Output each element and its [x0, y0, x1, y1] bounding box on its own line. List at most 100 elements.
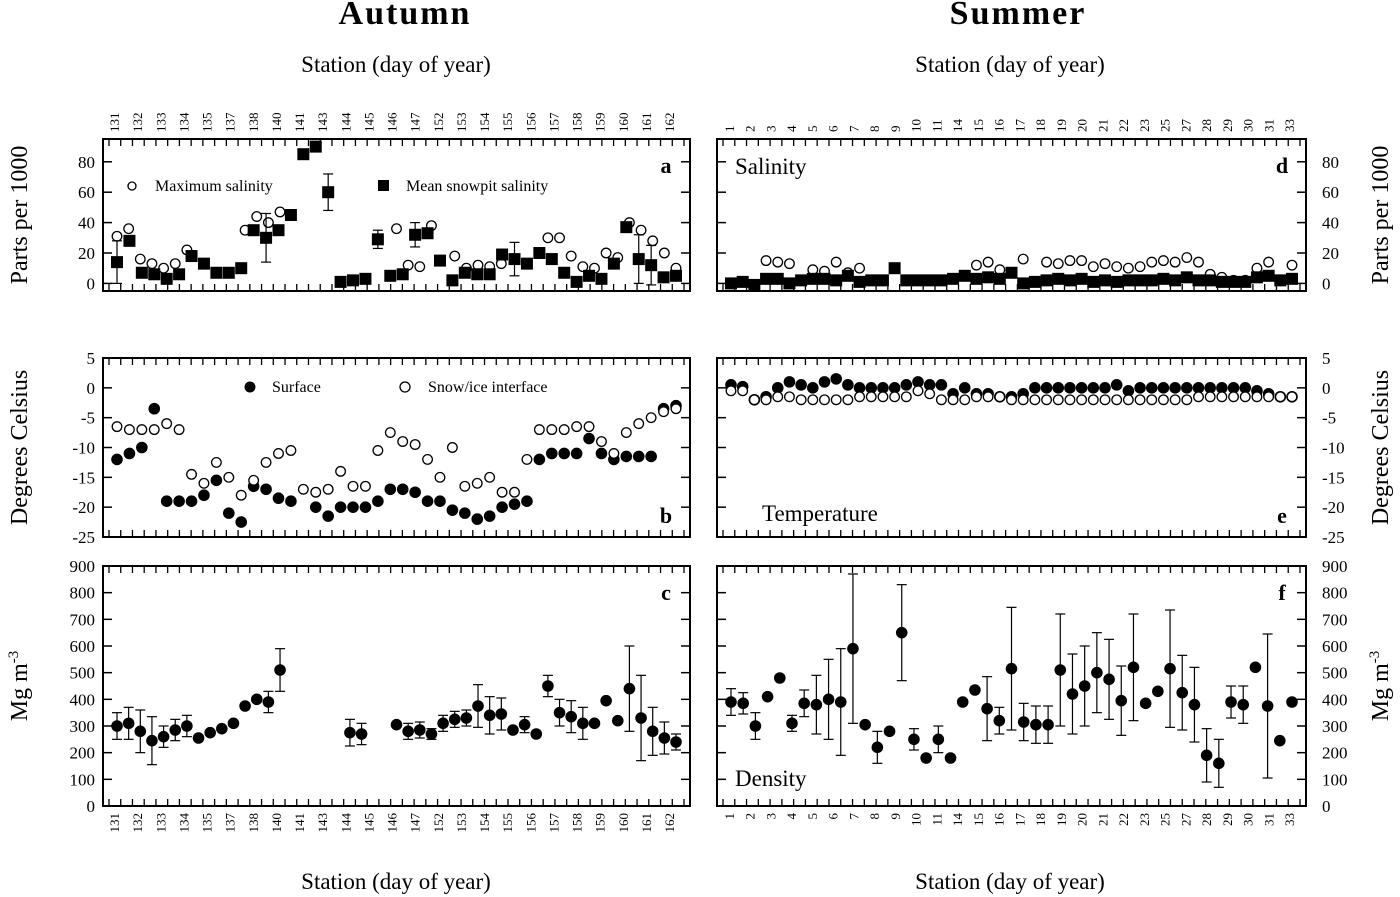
- filled-point-f: [1164, 662, 1176, 675]
- square-point-a: [583, 269, 596, 282]
- filled-point-b: [533, 453, 546, 466]
- open-point-b: [111, 421, 123, 433]
- station-label-bottom-autumn: 152: [431, 813, 446, 833]
- station-label-top-summer: 27: [1178, 119, 1193, 133]
- square-point-a: [123, 234, 136, 247]
- summer-top-station-label: Station (day of year): [915, 52, 1105, 77]
- filled-point-e: [1204, 382, 1216, 394]
- filled-point-b: [508, 498, 521, 510]
- legend-label-surface: Surface: [272, 379, 321, 396]
- filled-point-e: [818, 376, 831, 388]
- open-point-e: [737, 385, 749, 397]
- legend-label-max-salinity: Maximum salinity: [155, 178, 273, 195]
- filled-point-f: [981, 702, 993, 715]
- station-label-bottom-autumn: 160: [616, 813, 631, 833]
- open-point-e: [1204, 391, 1216, 403]
- y-tick-label-f: 600: [1322, 637, 1348, 656]
- station-label-bottom-autumn: 161: [639, 813, 654, 833]
- station-label-bottom-autumn: 144: [338, 813, 353, 833]
- station-label-bottom-summer: 21: [1095, 813, 1110, 826]
- filled-point-c: [344, 726, 356, 739]
- filled-point-f: [810, 698, 823, 711]
- filled-point-f: [761, 690, 774, 703]
- station-label-top-summer: 20: [1075, 119, 1090, 132]
- square-point-d: [1227, 275, 1240, 288]
- panel-letter-f: f: [1278, 580, 1286, 605]
- y-tick-label-f: 500: [1322, 664, 1348, 683]
- square-point-a: [409, 228, 422, 241]
- station-label-bottom-summer: 10: [909, 813, 924, 826]
- square-point-d: [1180, 271, 1193, 284]
- legend-label-interface: Snow/ice interface: [428, 379, 548, 396]
- open-point-a: [565, 250, 577, 262]
- y-tick-label-c: 100: [70, 770, 96, 789]
- y-tick-label-d: 20: [1322, 244, 1339, 263]
- square-point-d: [1157, 272, 1170, 285]
- filled-point-e: [1075, 382, 1088, 394]
- station-label-bottom-summer: 30: [1241, 813, 1256, 826]
- open-point-b: [235, 489, 247, 501]
- y-tick-label-c: 200: [70, 744, 96, 763]
- legend-square-a: [378, 180, 389, 191]
- filled-point-b: [471, 513, 484, 525]
- filled-point-b: [558, 447, 570, 460]
- square-point-d: [736, 275, 749, 288]
- filled-point-c: [635, 712, 647, 724]
- filled-point-b: [198, 489, 210, 502]
- filled-point-f: [944, 752, 957, 764]
- y-tick-label-a: 80: [78, 153, 95, 172]
- station-label-bottom-summer: 4: [784, 813, 799, 820]
- station-label-bottom-summer: 31: [1261, 813, 1276, 826]
- open-point-e: [912, 385, 924, 397]
- y-tick-label-e: 0: [1322, 379, 1331, 398]
- station-label-top-autumn: 155: [500, 113, 515, 133]
- plot-frame-f: [716, 565, 1307, 807]
- filled-point-e: [1157, 382, 1170, 394]
- filled-point-e: [1040, 382, 1053, 394]
- open-point-e: [889, 391, 901, 403]
- station-label-bottom-autumn: 158: [570, 813, 585, 833]
- square-point-a: [433, 254, 446, 267]
- y-tick-label-c: 800: [70, 584, 96, 603]
- open-point-a: [169, 258, 181, 270]
- station-label-top-summer: 14: [950, 119, 965, 133]
- open-point-e: [830, 394, 842, 406]
- open-point-b: [509, 486, 520, 498]
- square-point-a: [210, 266, 223, 279]
- station-label-bottom-autumn: 133: [153, 813, 168, 833]
- filled-point-c: [495, 708, 508, 720]
- filled-point-c: [507, 724, 519, 736]
- y-tick-label-f: 0: [1322, 797, 1331, 816]
- open-point-d: [1157, 255, 1169, 267]
- station-label-bottom-autumn: 157: [546, 813, 561, 833]
- y-axis-label-d: Parts per 1000: [1368, 146, 1394, 285]
- open-point-b: [285, 445, 297, 456]
- y-tick-label-d: 0: [1322, 274, 1331, 293]
- square-point-d: [795, 274, 808, 287]
- open-point-b: [186, 468, 197, 480]
- filled-point-e: [795, 379, 807, 391]
- open-point-e: [760, 394, 772, 406]
- filled-point-c: [239, 700, 251, 712]
- square-point-a: [620, 221, 633, 234]
- filled-point-f: [1249, 661, 1262, 674]
- y-axis-label-superscript: -3: [1367, 651, 1383, 664]
- square-point-a: [185, 250, 198, 263]
- open-point-d: [1087, 261, 1099, 273]
- legend-open-circle-b: [399, 381, 411, 393]
- filled-point-c: [437, 717, 449, 730]
- filled-point-e: [935, 379, 948, 391]
- station-label-bottom-summer: 19: [1054, 813, 1069, 826]
- station-label-top-autumn: 162: [662, 113, 677, 133]
- filled-point-c: [355, 728, 368, 740]
- station-label-top-autumn: 160: [616, 113, 631, 133]
- open-point-a: [134, 253, 146, 265]
- open-point-b: [161, 418, 173, 430]
- open-point-d: [1263, 256, 1275, 268]
- open-point-d: [854, 262, 866, 274]
- filled-point-f: [969, 684, 981, 696]
- y-tick-label-c: 600: [70, 637, 96, 656]
- square-point-d: [806, 272, 819, 285]
- station-label-top-summer: 19: [1054, 119, 1069, 132]
- open-point-b: [471, 477, 483, 489]
